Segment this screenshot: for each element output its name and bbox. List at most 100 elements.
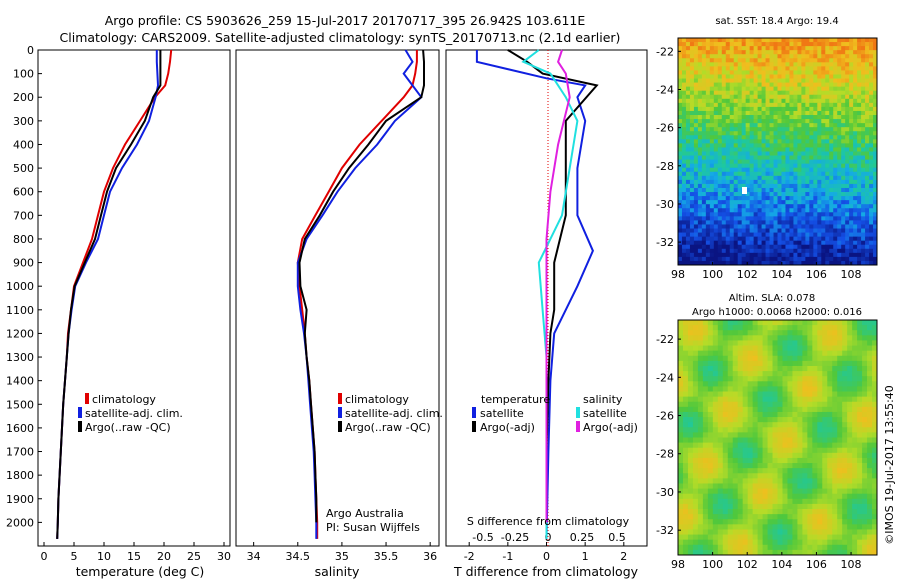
sla-cell xyxy=(692,529,699,535)
sst-cell xyxy=(797,256,802,262)
sst-cell xyxy=(869,62,874,67)
sst-cell xyxy=(857,58,862,63)
sla-cell xyxy=(692,335,699,341)
sst-cell xyxy=(693,179,699,185)
sla-cell xyxy=(692,549,699,556)
sst-cell xyxy=(678,102,683,108)
sla-cell xyxy=(722,411,729,418)
sla-cell xyxy=(678,534,684,541)
sst-cell xyxy=(789,110,794,116)
sst-cell xyxy=(853,98,858,104)
sst-cell xyxy=(837,38,842,43)
sst-cell xyxy=(813,147,818,152)
sla-cell xyxy=(782,524,788,530)
sla-cell xyxy=(747,534,754,541)
sst-cell xyxy=(789,196,794,201)
sst-cell xyxy=(789,244,794,250)
sla-cell xyxy=(707,406,714,413)
sla-cell xyxy=(707,534,714,541)
sla-cell xyxy=(787,473,793,479)
sst-cell xyxy=(769,147,774,152)
sla-cell xyxy=(847,437,853,444)
sst-cell xyxy=(701,192,707,197)
sst-cell xyxy=(785,131,790,136)
sla-cell xyxy=(752,534,759,541)
sla-cell xyxy=(757,442,763,449)
sst-cell xyxy=(865,192,870,197)
sla-cell xyxy=(717,345,724,352)
sst-cell xyxy=(709,135,715,140)
sst-cell xyxy=(837,143,842,148)
sla-cell xyxy=(782,457,788,464)
sst-cell xyxy=(837,192,842,197)
sst-cell xyxy=(741,62,747,67)
sst-cell xyxy=(697,139,703,144)
sst-cell xyxy=(725,163,731,169)
sst-cell xyxy=(837,147,842,152)
sla-cell xyxy=(772,524,778,530)
sst-cell xyxy=(749,143,755,148)
sla-cell xyxy=(727,355,734,362)
temperature-legend: climatology satellite-adj. clim. Argo(..… xyxy=(78,393,183,434)
sla-cell xyxy=(777,549,783,556)
sst-cell xyxy=(849,102,854,108)
sla-cell xyxy=(872,529,878,535)
sst-cell xyxy=(737,86,743,92)
sla-cell xyxy=(737,350,744,357)
sst-cell xyxy=(833,212,838,217)
sst-cell xyxy=(678,90,683,96)
sst-cell xyxy=(781,74,786,79)
sst-cell xyxy=(741,200,747,205)
s-difference-tick-label: -0.5 xyxy=(472,531,493,544)
sst-cell xyxy=(701,86,707,92)
sla-cell xyxy=(697,509,704,515)
sst-cell xyxy=(745,139,751,144)
sst-cell xyxy=(821,135,826,140)
sst-cell xyxy=(793,208,798,213)
sla-cell xyxy=(822,401,828,408)
sst-cell xyxy=(873,139,878,144)
sst-cell xyxy=(809,38,814,43)
sst-cell xyxy=(845,82,850,88)
sla-cell xyxy=(678,503,684,510)
sst-cell xyxy=(733,244,739,250)
sla-cell xyxy=(742,340,749,346)
sla-cell xyxy=(802,427,808,433)
sla-cell xyxy=(702,406,709,413)
sst-cell xyxy=(745,70,751,75)
sst-cell xyxy=(757,106,762,112)
sst-cell xyxy=(825,135,830,140)
sst-cell xyxy=(817,131,822,136)
sla-cell xyxy=(702,544,709,551)
sla-cell xyxy=(807,360,813,367)
sst-cell xyxy=(741,179,747,185)
sla-cell xyxy=(722,463,729,469)
sla-cell xyxy=(682,473,689,479)
sst-cell xyxy=(793,163,798,169)
sst-cell xyxy=(721,147,727,152)
sst-cell xyxy=(849,90,854,96)
sla-cell xyxy=(678,478,684,484)
sst-cell xyxy=(749,224,755,229)
sla-cell xyxy=(842,427,848,433)
sst-cell xyxy=(693,167,699,173)
sst-cell xyxy=(785,192,790,197)
sla-cell xyxy=(717,427,724,433)
sst-cell xyxy=(849,58,854,63)
sst-cell xyxy=(833,127,838,132)
sst-cell xyxy=(745,106,751,112)
sst-cell xyxy=(805,139,810,144)
sla-cell xyxy=(692,432,699,438)
sst-cell xyxy=(873,175,878,181)
sla-cell xyxy=(842,325,848,331)
sst-cell xyxy=(817,127,822,132)
sla-cell xyxy=(692,544,699,551)
sst-cell xyxy=(741,192,747,197)
sst-cell xyxy=(825,74,830,79)
sst-cell xyxy=(805,200,810,205)
sst-cell xyxy=(821,82,826,88)
sst-cell xyxy=(805,248,810,254)
sst-cell xyxy=(725,212,731,217)
sla-cell xyxy=(792,468,798,474)
sla-cell xyxy=(757,371,763,377)
